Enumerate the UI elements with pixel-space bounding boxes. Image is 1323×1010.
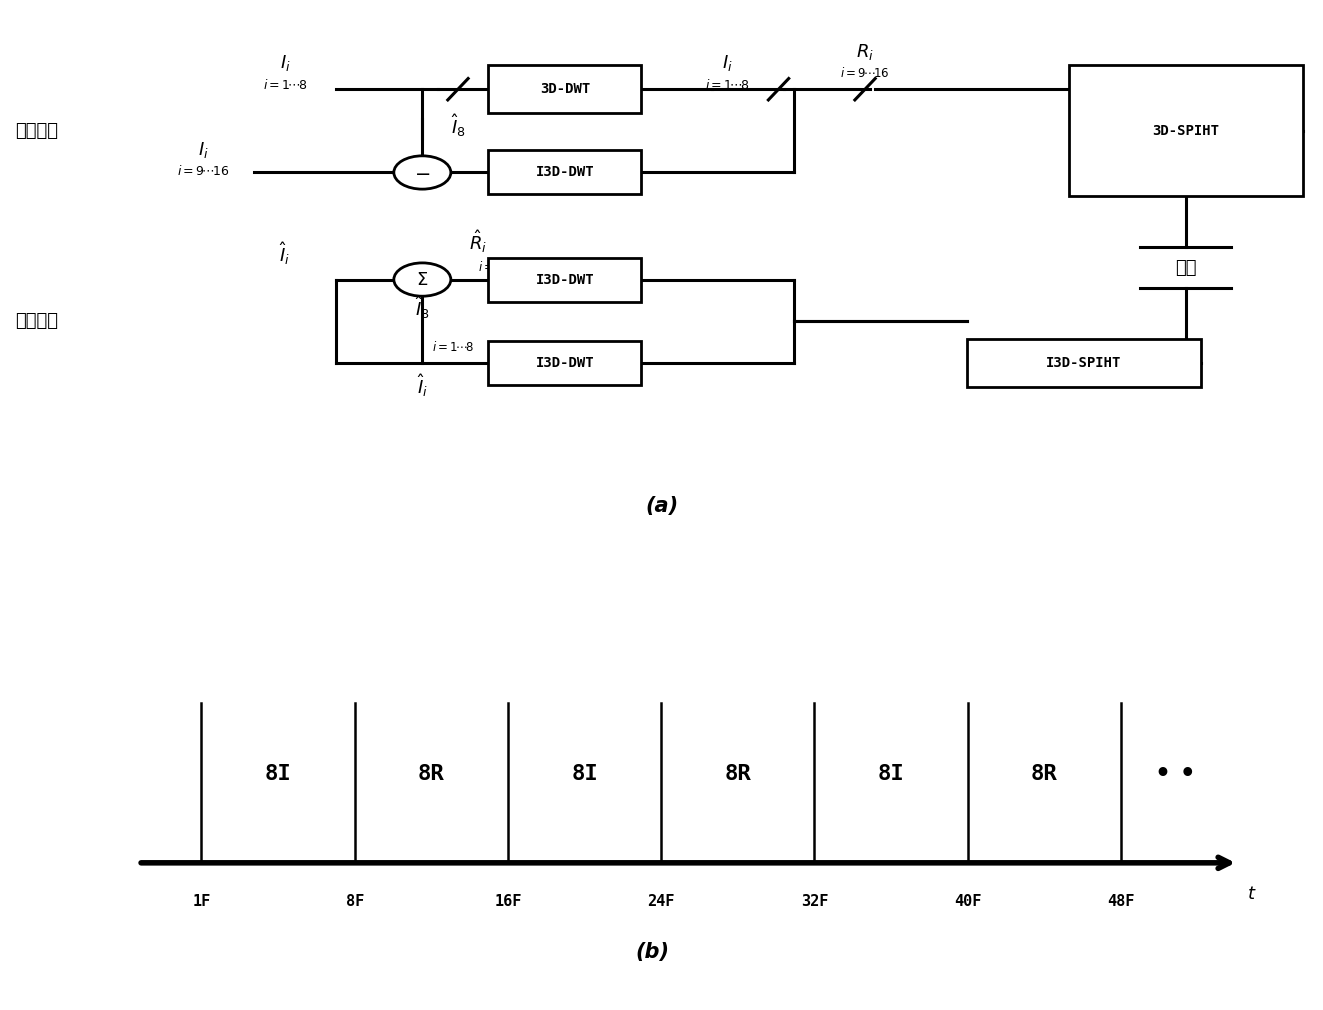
Text: 重构输出: 重构输出 [16, 312, 58, 330]
Text: 16F: 16F [495, 894, 521, 909]
Text: 8F: 8F [345, 894, 364, 909]
Text: $\Sigma$: $\Sigma$ [417, 271, 429, 289]
Text: $R_i$: $R_i$ [856, 41, 875, 62]
Text: $i=1\!\cdots\!8$: $i=1\!\cdots\!8$ [705, 78, 750, 92]
Text: $i=9\!\cdots\!16$: $i=9\!\cdots\!16$ [177, 165, 230, 179]
Text: (b): (b) [635, 941, 669, 962]
Text: 8I: 8I [265, 764, 291, 784]
Bar [1069, 66, 1303, 196]
Text: • •: • • [1155, 762, 1196, 786]
Text: 8I: 8I [572, 764, 598, 784]
Circle shape [394, 156, 451, 189]
Text: I3D-DWT: I3D-DWT [536, 166, 594, 180]
Text: 视频输入: 视频输入 [16, 122, 58, 139]
Text: $I_i$: $I_i$ [279, 54, 290, 74]
Text: I3D-SPIHT: I3D-SPIHT [1046, 356, 1122, 370]
Text: 48F: 48F [1107, 894, 1135, 909]
Text: 8R: 8R [725, 764, 751, 784]
Text: 32F: 32F [800, 894, 828, 909]
Text: 信道: 信道 [1175, 259, 1196, 277]
Text: 3D-DWT: 3D-DWT [540, 82, 590, 96]
Text: $\hat{I}_i$: $\hat{I}_i$ [279, 240, 291, 267]
Circle shape [394, 263, 451, 296]
Text: $I_i$: $I_i$ [722, 54, 733, 74]
Text: 1F: 1F [192, 894, 210, 909]
Text: 8I: 8I [877, 764, 905, 784]
Text: (a): (a) [644, 496, 679, 515]
Bar [967, 339, 1201, 387]
Text: $i=9\!\cdots\!16$: $i=9\!\cdots\!16$ [840, 67, 889, 81]
Text: 40F: 40F [954, 894, 982, 909]
Text: I3D-DWT: I3D-DWT [536, 356, 594, 370]
Bar [488, 150, 642, 195]
Text: $\hat{I}_8$: $\hat{I}_8$ [415, 295, 430, 321]
Text: $-$: $-$ [414, 163, 430, 182]
Bar [488, 340, 642, 385]
Bar [488, 258, 642, 302]
Text: $i=1\!\cdots\!8$: $i=1\!\cdots\!8$ [431, 340, 474, 353]
Text: $i=1\!\cdots\!8$: $i=1\!\cdots\!8$ [263, 78, 307, 92]
Text: I3D-DWT: I3D-DWT [536, 273, 594, 287]
Text: 8R: 8R [1031, 764, 1058, 784]
Text: $I_i$: $I_i$ [198, 139, 209, 160]
Text: $\hat{I}_i$: $\hat{I}_i$ [417, 372, 427, 399]
Text: $\hat{I}_8$: $\hat{I}_8$ [451, 112, 466, 138]
Text: $\hat{R}_i$: $\hat{R}_i$ [470, 228, 487, 255]
Text: 8R: 8R [418, 764, 445, 784]
Text: 24F: 24F [647, 894, 675, 909]
Text: 3D-SPIHT: 3D-SPIHT [1152, 124, 1218, 137]
Text: t: t [1249, 885, 1256, 903]
Text: $i=9\!\cdots\!16$: $i=9\!\cdots\!16$ [479, 260, 528, 274]
Bar [488, 66, 642, 113]
